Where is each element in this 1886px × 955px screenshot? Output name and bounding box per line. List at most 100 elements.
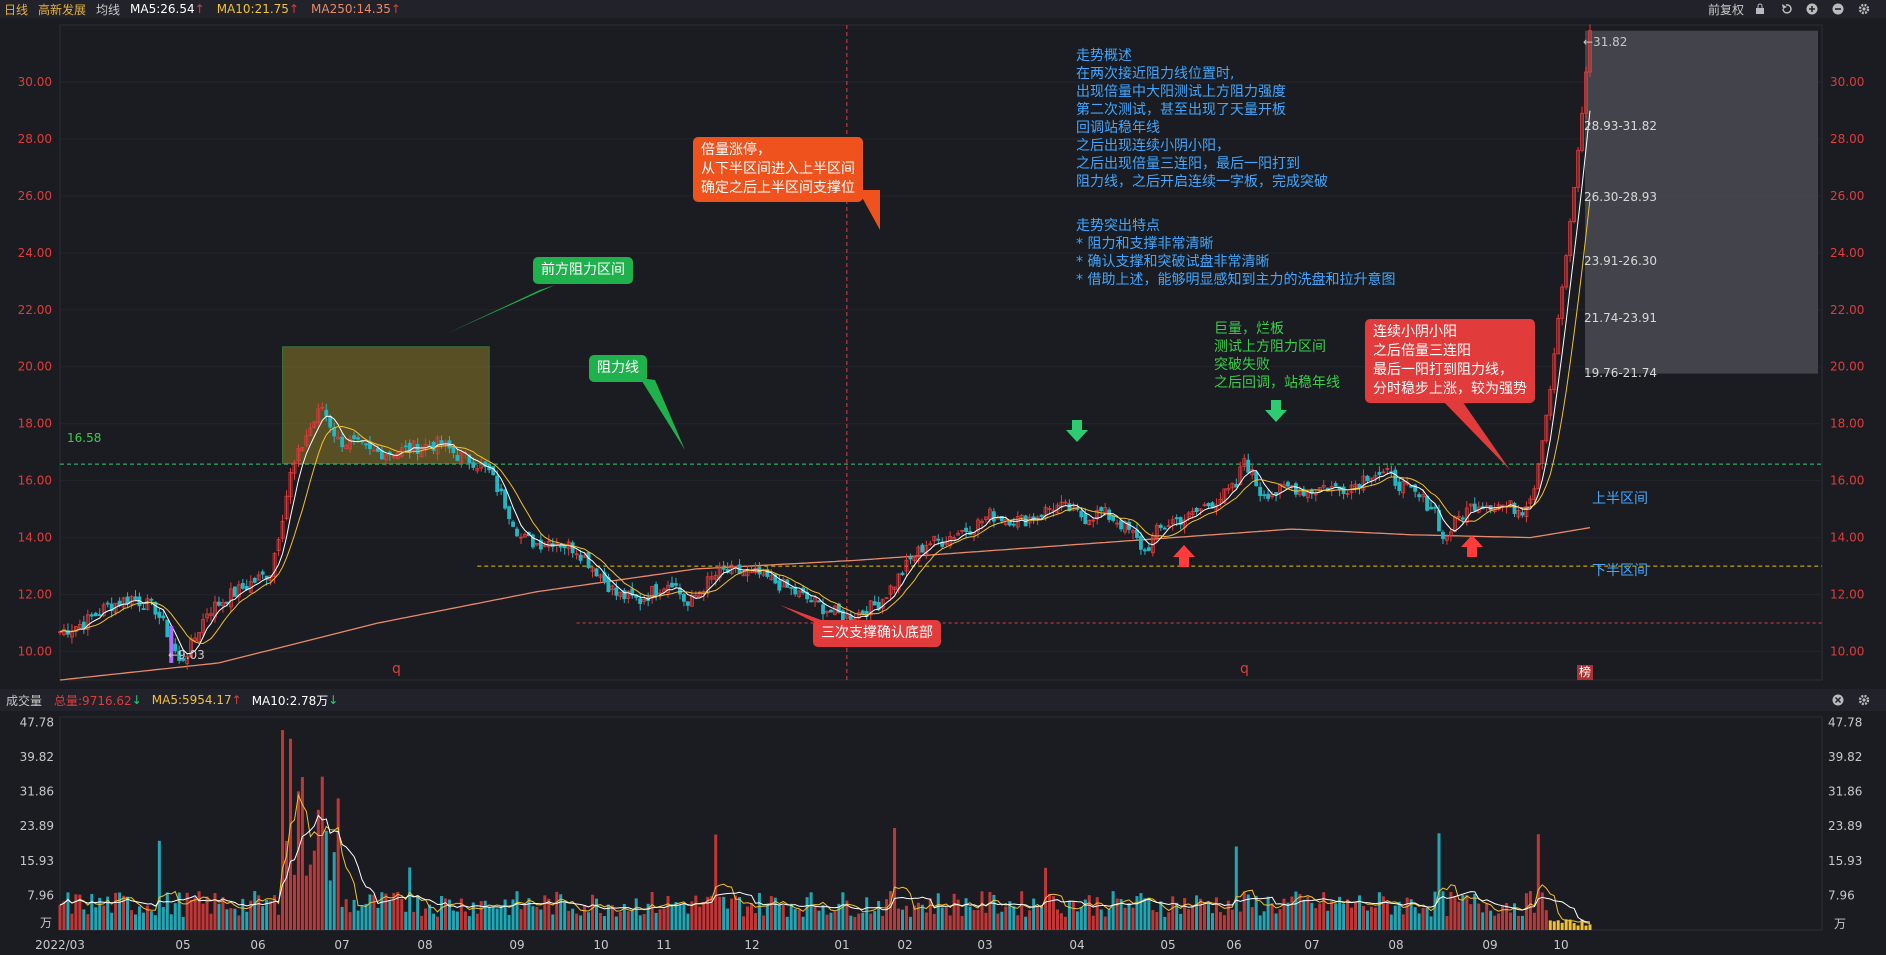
upper-zone-label: 上半区间 <box>1592 491 1648 507</box>
candle-body <box>944 542 949 545</box>
candle-body <box>1532 488 1537 500</box>
volume-bar <box>1095 897 1099 930</box>
candle-body <box>101 604 106 617</box>
candle-body <box>121 597 126 608</box>
volume-bar <box>1532 912 1536 930</box>
volume-bar <box>78 894 82 930</box>
volume-bar <box>956 899 960 930</box>
lock-icon[interactable] <box>1754 3 1766 15</box>
final-breakout-callout: 连续小阴小阳 之后倍量三连阳 最后一阳打到阻力线， 分时稳步上涨，较为强势 <box>1365 319 1535 403</box>
volume-bar <box>1282 898 1286 930</box>
volume-bar <box>1127 903 1131 930</box>
ma-group-label[interactable]: 均线 <box>96 2 121 17</box>
candle-body <box>1520 512 1525 516</box>
volume-ma10: MA10:2.78万 <box>251 693 329 708</box>
candle-body <box>650 585 655 599</box>
candle-body <box>777 580 782 591</box>
volume-bar <box>181 916 185 930</box>
date-tick: 06 <box>1226 938 1241 952</box>
q-marker-2: q <box>1240 661 1249 677</box>
candle-body <box>984 516 988 520</box>
volume-bar <box>1099 909 1103 930</box>
volume-bar <box>1262 911 1266 930</box>
resistance-line-callout: 阻力线 <box>589 355 647 382</box>
volume-tick-left: 23.89 <box>20 819 54 833</box>
volume-bar <box>1135 896 1139 930</box>
volume-bar <box>145 905 149 930</box>
candle-body <box>876 601 881 611</box>
target-range-label: 21.74-23.91 <box>1584 311 1658 325</box>
volume-bar <box>904 905 908 930</box>
volume-bar <box>1373 907 1377 930</box>
candle-body <box>364 443 368 446</box>
candle-body <box>689 594 694 607</box>
volume-bar <box>924 912 928 930</box>
volume-bar <box>114 892 118 930</box>
candle-body <box>1186 512 1191 519</box>
price-tick-left: 24.00 <box>18 246 52 260</box>
volume-bar <box>1572 923 1576 930</box>
candle-body <box>77 623 82 629</box>
candle-body <box>1222 488 1227 504</box>
candle-body <box>411 440 416 451</box>
volume-bar <box>1528 891 1532 930</box>
period-label[interactable]: 日线 <box>4 2 29 17</box>
volume-bar <box>964 898 968 930</box>
down-arrow-icon <box>1066 420 1088 442</box>
candle-body <box>125 596 130 605</box>
candle-body <box>610 585 615 591</box>
volume-bar <box>348 912 352 930</box>
adjust-label[interactable]: 前复权 <box>1707 2 1744 17</box>
candle-body <box>1381 471 1386 474</box>
undo-icon[interactable] <box>1780 3 1792 15</box>
candle-body <box>435 436 440 455</box>
volume-bar <box>1314 908 1318 930</box>
candle-body <box>586 552 591 569</box>
volume-bar <box>141 912 145 930</box>
volume-bar <box>1516 915 1520 930</box>
volume-bar <box>674 902 678 930</box>
volume-bar <box>1210 913 1214 930</box>
candle-body <box>1333 483 1338 487</box>
zoom-in-icon[interactable] <box>1806 3 1818 15</box>
volume-bar <box>821 905 825 930</box>
volume-bar <box>1191 906 1195 930</box>
volume-bar <box>598 913 602 930</box>
volume-bar <box>992 894 996 930</box>
candle-body <box>531 534 535 548</box>
price-tick-right: 20.00 <box>1830 360 1864 374</box>
volume-bar <box>106 896 110 930</box>
volume-bar <box>1012 906 1016 930</box>
volume-bar <box>455 911 459 930</box>
zoom-out-icon[interactable] <box>1832 3 1844 15</box>
ma250-layer <box>59 526 1591 681</box>
volume-bar <box>972 910 976 930</box>
volume-bar <box>288 738 292 930</box>
candle-body <box>1456 515 1461 518</box>
volume-bar <box>1346 899 1350 930</box>
volume-bar <box>1449 891 1453 930</box>
volume-bar <box>70 913 74 930</box>
volume-bar <box>734 895 738 930</box>
candle-body <box>765 569 770 577</box>
volume-bar <box>197 891 201 930</box>
close-panel-icon[interactable] <box>1832 694 1844 706</box>
volume-bar <box>853 916 857 930</box>
volume-bar <box>753 913 757 930</box>
candle-body <box>642 599 647 602</box>
volume-bar <box>1063 916 1067 930</box>
candle-body <box>344 445 349 449</box>
candle-body <box>1047 508 1052 510</box>
volume-bar <box>368 894 372 930</box>
candle-body <box>352 435 356 439</box>
candle-body <box>928 543 933 546</box>
volume-bar <box>436 916 440 930</box>
ma5-up-arrow-icon: ↑ <box>194 2 205 16</box>
candle-body <box>205 613 209 619</box>
candle-body <box>856 612 861 619</box>
volume-bar <box>650 892 654 930</box>
volume-settings-gear-icon[interactable] <box>1858 694 1870 706</box>
settings-gear-icon[interactable] <box>1858 3 1870 15</box>
volume-bar <box>356 910 360 930</box>
